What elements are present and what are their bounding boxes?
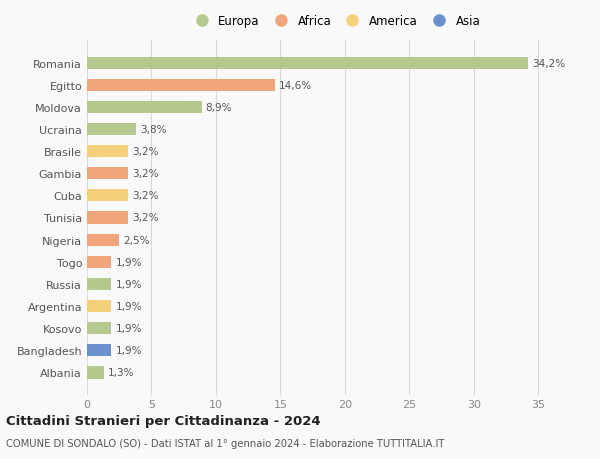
- Text: 3,2%: 3,2%: [132, 191, 158, 201]
- Text: COMUNE DI SONDALO (SO) - Dati ISTAT al 1° gennaio 2024 - Elaborazione TUTTITALIA: COMUNE DI SONDALO (SO) - Dati ISTAT al 1…: [6, 438, 445, 448]
- Bar: [87, 300, 112, 313]
- Bar: [87, 168, 128, 180]
- Text: 34,2%: 34,2%: [532, 58, 565, 68]
- Legend: Europa, Africa, America, Asia: Europa, Africa, America, Asia: [190, 16, 480, 28]
- Text: 1,3%: 1,3%: [107, 368, 134, 378]
- Bar: [87, 234, 119, 246]
- Text: 1,9%: 1,9%: [115, 346, 142, 356]
- Text: 8,9%: 8,9%: [206, 103, 232, 112]
- Text: 2,5%: 2,5%: [123, 235, 149, 245]
- Text: 3,2%: 3,2%: [132, 213, 158, 223]
- Bar: [87, 101, 202, 114]
- Bar: [87, 367, 104, 379]
- Bar: [87, 190, 128, 202]
- Text: 1,9%: 1,9%: [115, 302, 142, 311]
- Bar: [87, 123, 136, 136]
- Text: 3,8%: 3,8%: [140, 125, 166, 134]
- Bar: [87, 322, 112, 335]
- Bar: [87, 344, 112, 357]
- Text: 14,6%: 14,6%: [279, 80, 312, 90]
- Bar: [87, 146, 128, 158]
- Bar: [87, 79, 275, 92]
- Text: 3,2%: 3,2%: [132, 147, 158, 157]
- Text: 3,2%: 3,2%: [132, 169, 158, 179]
- Text: 1,9%: 1,9%: [115, 324, 142, 333]
- Text: Cittadini Stranieri per Cittadinanza - 2024: Cittadini Stranieri per Cittadinanza - 2…: [6, 414, 320, 428]
- Text: 1,9%: 1,9%: [115, 279, 142, 289]
- Bar: [87, 212, 128, 224]
- Bar: [87, 57, 528, 69]
- Bar: [87, 256, 112, 268]
- Text: 1,9%: 1,9%: [115, 257, 142, 267]
- Bar: [87, 278, 112, 291]
